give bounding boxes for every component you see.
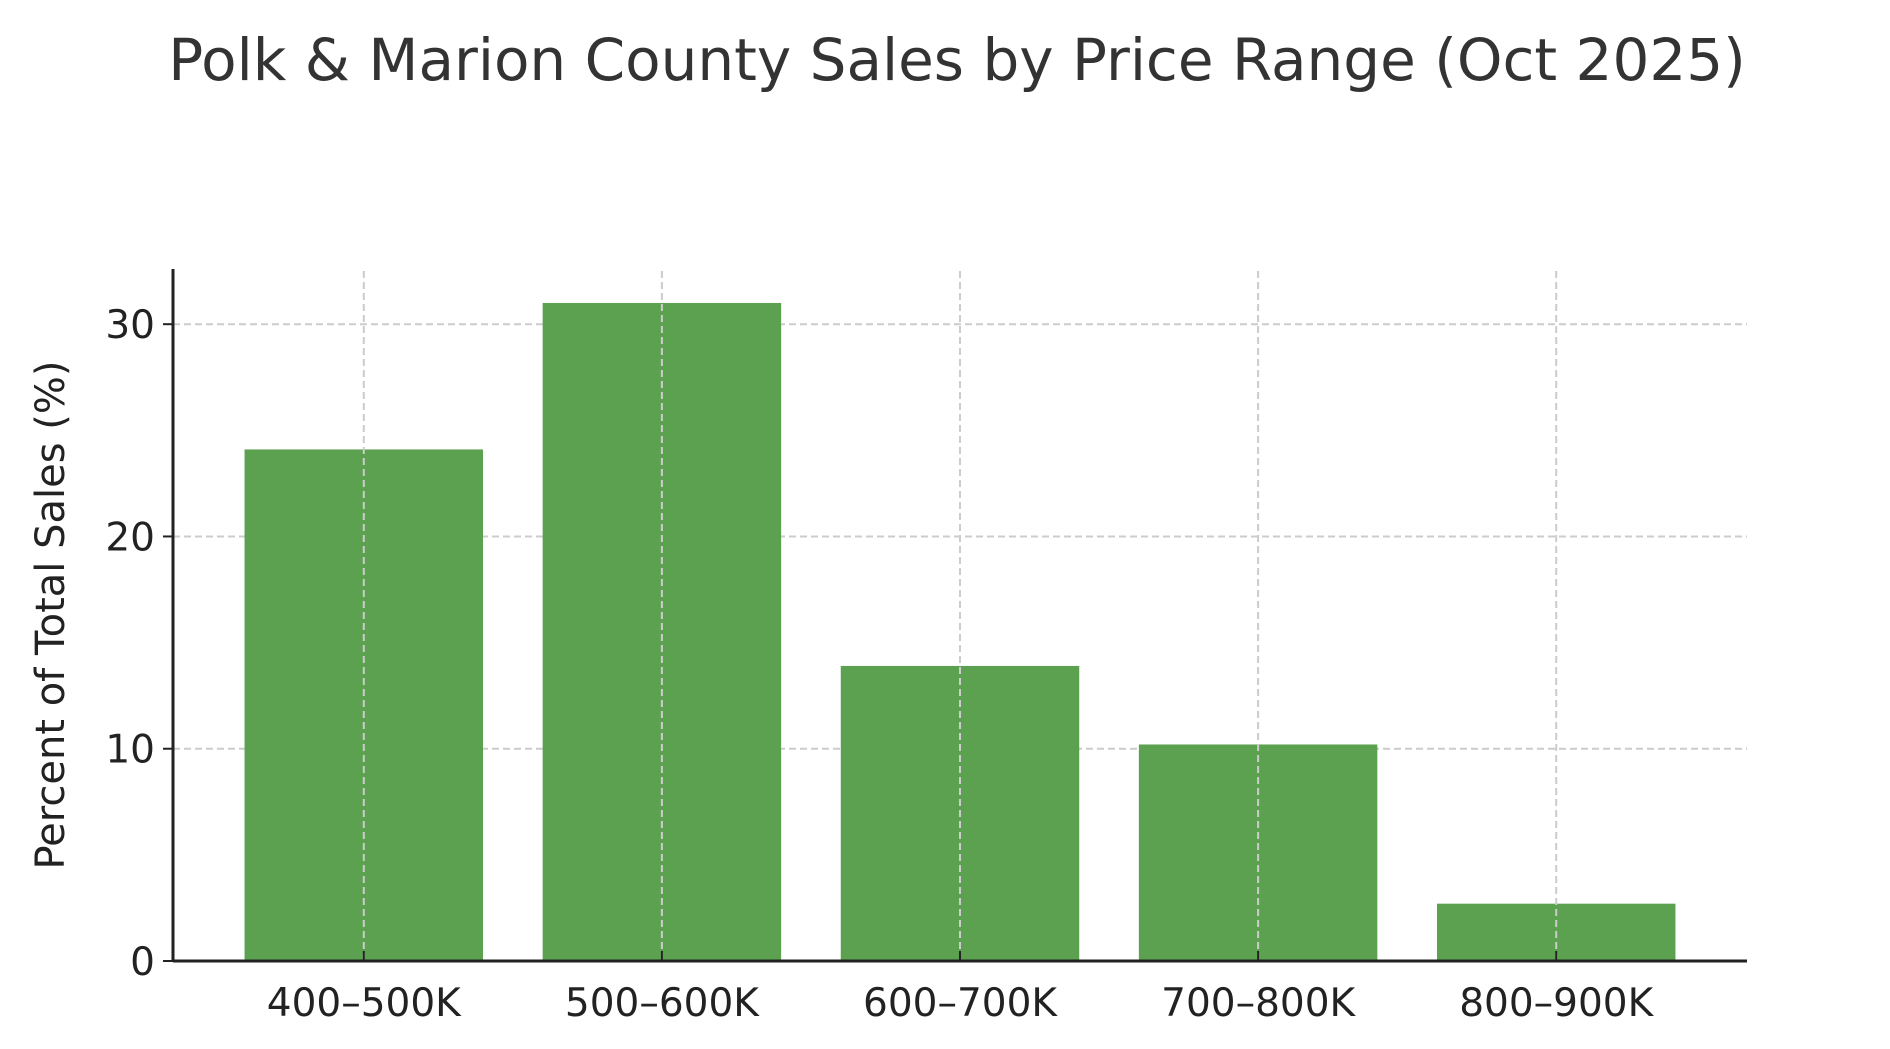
y-tick-label: 20	[105, 515, 155, 560]
bar-500–600K	[542, 302, 782, 961]
x-tick-label: 700–800K	[1161, 981, 1356, 1026]
x-tick-label: 800–900K	[1459, 981, 1654, 1026]
x-grid	[362, 271, 1558, 961]
chart-title: Polk & Marion County Sales by Price Rang…	[168, 26, 1746, 94]
y-tick-label: 30	[105, 303, 155, 348]
y-tick-label: 0	[130, 940, 155, 985]
x-tick-label: 600–700K	[863, 981, 1058, 1026]
y-tick-label: 10	[105, 728, 155, 773]
ticks: 0 10 20 30 400–500K 500–600K 600–700K 700–800K 8…	[105, 303, 1654, 1026]
bars	[244, 302, 1676, 961]
x-tick-label: 400–500K	[267, 981, 462, 1026]
y-axis-label: Percent of Total Sales (%)	[28, 360, 74, 869]
x-tick-label: 500–600K	[565, 981, 760, 1026]
bar-700–800K	[1138, 744, 1378, 961]
